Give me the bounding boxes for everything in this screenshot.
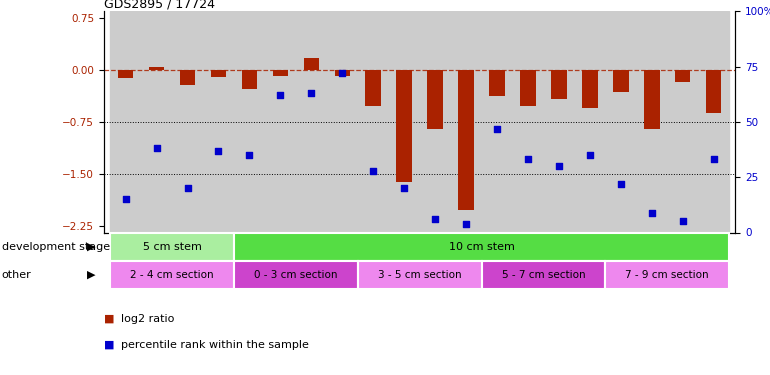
Bar [427,70,443,129]
Point [336,70,349,76]
Bar [489,70,505,96]
Text: 0 - 3 cm section: 0 - 3 cm section [254,270,337,280]
Bar [303,58,319,70]
Point [150,146,162,152]
Bar [397,70,412,182]
Bar [551,70,567,99]
Point [119,196,132,202]
Bar [110,232,234,261]
Text: 2 - 4 cm section: 2 - 4 cm section [130,270,214,280]
Bar [334,70,350,75]
Bar [521,70,536,106]
Point [614,181,627,187]
Text: development stage: development stage [2,242,109,252]
Bar [234,261,358,289]
Bar [582,70,598,108]
Bar [675,70,691,82]
Bar [211,70,226,77]
Point [274,92,286,98]
Bar [326,11,358,232]
Point [305,90,317,96]
Text: ■: ■ [104,340,115,350]
Bar [296,11,326,232]
Point [243,152,256,158]
Bar [706,70,721,113]
Bar [613,70,628,92]
Bar [110,11,141,232]
Point [460,220,472,226]
Bar [605,11,636,232]
Bar [513,11,544,232]
Text: 5 - 7 cm section: 5 - 7 cm section [501,270,585,280]
Bar [234,232,729,261]
Text: ▶: ▶ [86,242,95,252]
Bar [110,261,234,289]
Bar [203,11,234,232]
Point [490,126,503,132]
Text: 3 - 5 cm section: 3 - 5 cm section [378,270,461,280]
Bar [389,11,420,232]
Bar [358,261,481,289]
Bar [141,11,172,232]
Bar [605,261,729,289]
Text: other: other [2,270,32,280]
Bar [273,70,288,75]
Bar [481,11,513,232]
Bar [574,11,605,232]
Bar [179,70,196,85]
Bar [450,11,481,232]
Point [367,168,380,174]
Bar [242,70,257,89]
Point [708,156,720,162]
Text: GDS2895 / 17724: GDS2895 / 17724 [104,0,215,10]
Text: ■: ■ [104,314,115,324]
Bar [118,70,133,78]
Bar [358,11,389,232]
Bar [234,11,265,232]
Bar [420,11,450,232]
Text: log2 ratio: log2 ratio [121,314,174,324]
Point [645,210,658,216]
Point [182,185,194,191]
Bar [481,261,605,289]
Text: percentile rank within the sample: percentile rank within the sample [121,340,309,350]
Point [522,156,534,162]
Text: 10 cm stem: 10 cm stem [449,242,514,252]
Bar [698,11,729,232]
Bar [668,11,698,232]
Point [429,216,441,222]
Point [584,152,596,158]
Bar [458,70,474,210]
Bar [636,11,668,232]
Text: 5 cm stem: 5 cm stem [142,242,202,252]
Point [677,218,689,224]
Text: ▶: ▶ [86,270,95,280]
Bar [149,67,164,70]
Point [398,185,410,191]
Bar [172,11,203,232]
Bar [544,11,574,232]
Bar [265,11,296,232]
Bar [644,70,660,129]
Text: 7 - 9 cm section: 7 - 9 cm section [625,270,709,280]
Bar [366,70,381,106]
Point [213,148,225,154]
Point [553,163,565,169]
